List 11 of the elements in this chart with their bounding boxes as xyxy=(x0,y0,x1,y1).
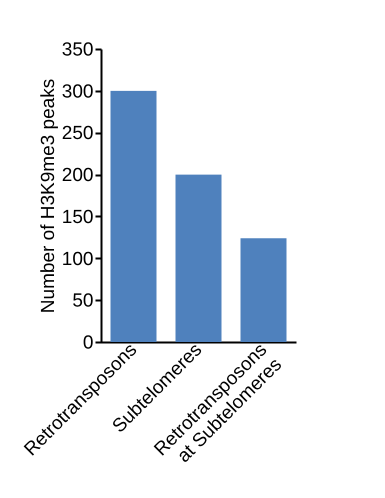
bar xyxy=(110,90,156,342)
y-tick-label: 100 xyxy=(62,248,94,270)
y-axis-title: Number of H3K9me3 peaks xyxy=(38,78,59,314)
y-tick-label: 300 xyxy=(62,81,94,102)
bar xyxy=(240,238,286,342)
y-tick-label: 250 xyxy=(62,123,94,144)
y-tick-label: 350 xyxy=(62,40,94,60)
y-tick-label: 200 xyxy=(62,165,94,186)
bar xyxy=(176,174,222,342)
y-tick-label: 50 xyxy=(72,290,94,312)
y-tick-label: 150 xyxy=(62,206,94,228)
